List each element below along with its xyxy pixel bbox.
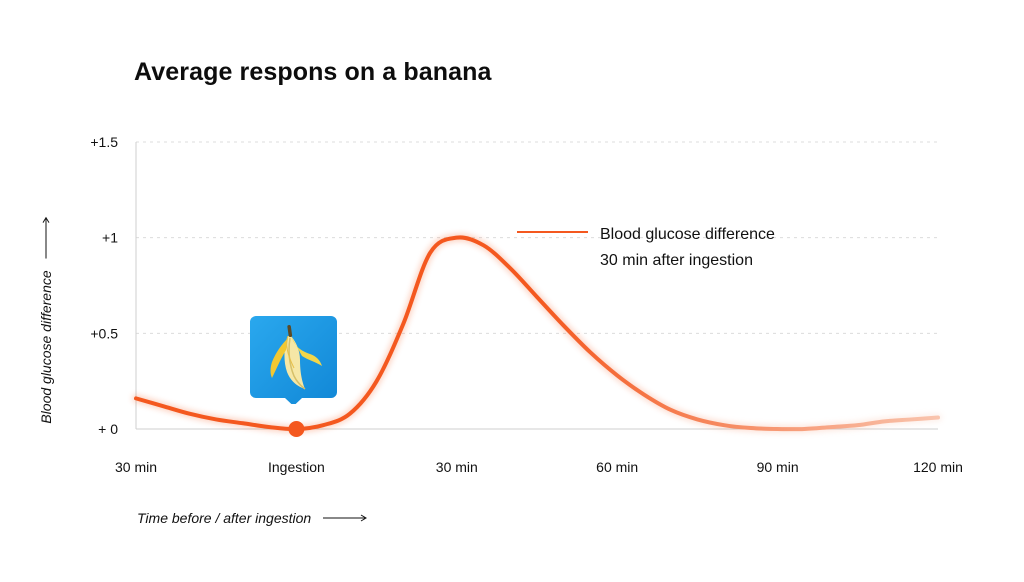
x-tick-label: Ingestion — [268, 459, 325, 475]
ingestion-marker — [288, 421, 305, 437]
grid-lines — [136, 141, 938, 334]
y-tick-label: +1.5 — [90, 134, 118, 150]
x-axis-label: Time before / after ingestion — [137, 510, 368, 526]
y-tick-label: +1 — [102, 230, 118, 246]
y-axis-label-text: Blood glucose difference — [38, 270, 54, 424]
x-tick-label: 90 min — [757, 459, 799, 475]
y-tick-labels: + 0 +0.5 +1 +1.5 — [90, 134, 118, 437]
series-group — [132, 233, 942, 437]
x-tick-label: 30 min — [115, 459, 157, 475]
series-line — [134, 235, 940, 432]
arrow-right-icon — [323, 514, 368, 522]
x-tick-label: 60 min — [596, 459, 638, 475]
x-tick-label: 120 min — [913, 459, 963, 475]
y-axis-label: Blood glucose difference — [38, 216, 54, 424]
x-tick-label: 30 min — [436, 459, 478, 475]
legend-label: Blood glucose difference 30 min after in… — [600, 226, 775, 269]
banana-icon — [250, 316, 337, 406]
chart-title: Average respons on a banana — [134, 58, 492, 86]
arrow-right-icon — [42, 216, 50, 259]
y-tick-label: + 0 — [98, 421, 118, 437]
y-tick-label: +0.5 — [90, 325, 118, 341]
x-axis-label-text: Time before / after ingestion — [137, 510, 312, 526]
x-tick-labels: 30 min Ingestion 30 min 60 min 90 min 120 min — [115, 459, 963, 475]
